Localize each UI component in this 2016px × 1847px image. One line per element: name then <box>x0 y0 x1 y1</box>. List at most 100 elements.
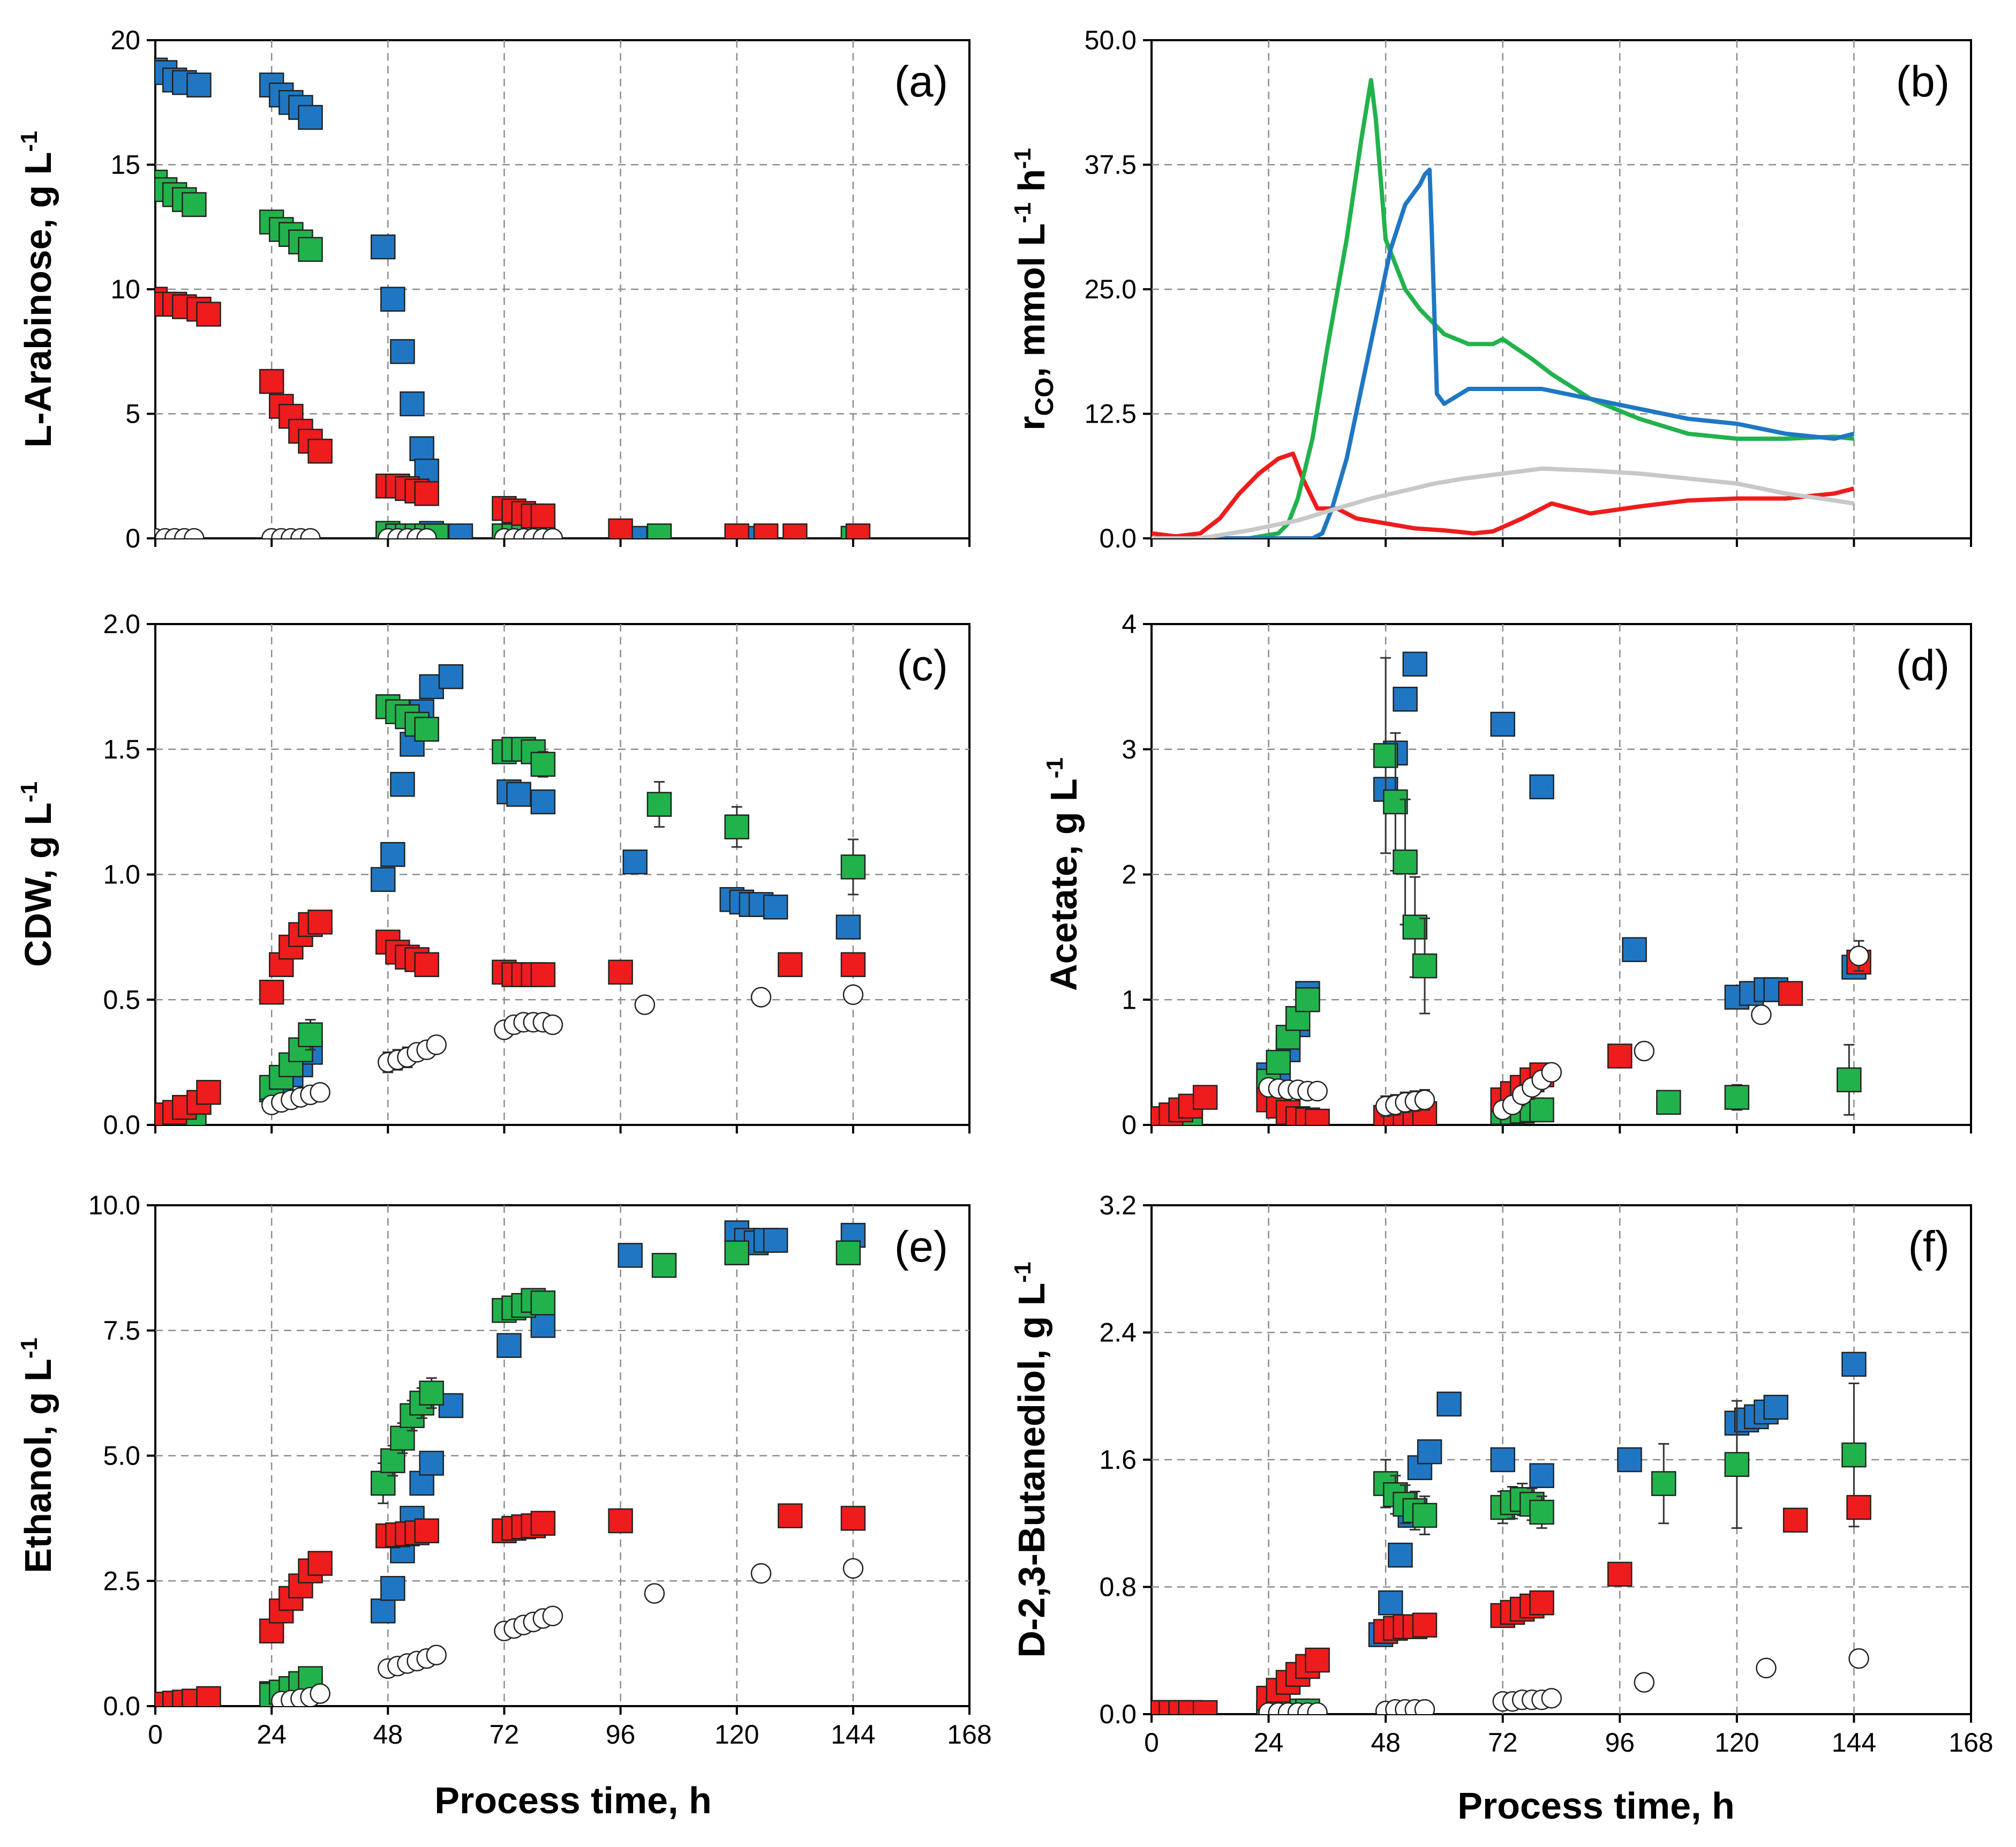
y-tick-label: 0.0 <box>103 1110 140 1140</box>
x-tick-label: 0 <box>148 1720 163 1750</box>
data-point-open <box>1307 1080 1328 1102</box>
y-tick-label: 3.2 <box>1099 1190 1137 1220</box>
data-point-green <box>836 1240 861 1266</box>
data-point-green <box>646 792 672 817</box>
data-point-green <box>530 1290 556 1316</box>
data-point-red <box>1192 1085 1218 1110</box>
data-point-blue <box>1393 687 1418 712</box>
y-tick-label: 0.0 <box>1099 1699 1137 1729</box>
data-point-blue <box>370 867 396 892</box>
data-point-red <box>1607 1043 1633 1069</box>
data-point-red <box>840 1506 866 1531</box>
data-point-green <box>1373 743 1398 768</box>
data-point-open <box>542 528 563 538</box>
data-point-green <box>1393 849 1418 875</box>
data-point-blue <box>1417 1439 1442 1465</box>
x-tick-label: 0 <box>1144 1728 1159 1758</box>
data-point-red <box>608 959 633 985</box>
data-point-open <box>750 1563 772 1584</box>
data-point-green <box>1529 1097 1554 1123</box>
y-tick-label: 0.0 <box>1099 523 1137 553</box>
data-point-open <box>1414 1090 1435 1110</box>
data-point-blue <box>380 287 405 312</box>
data-point-open <box>542 1014 563 1035</box>
data-point-open <box>1634 1672 1655 1693</box>
data-point-green <box>724 814 749 839</box>
data-point-blue <box>380 842 405 867</box>
data-point-red <box>845 523 871 538</box>
data-point-blue <box>622 849 648 875</box>
data-point-green <box>724 1240 749 1266</box>
data-point-blue <box>836 914 861 940</box>
data-point-green <box>414 717 439 742</box>
data-point-red <box>777 952 803 978</box>
data-point-blue <box>438 664 464 689</box>
data-point-open <box>426 1034 447 1055</box>
data-point-red <box>414 1518 439 1543</box>
data-point-red <box>196 1079 221 1105</box>
data-point-blue <box>390 771 415 797</box>
data-point-blue <box>1841 1352 1867 1377</box>
data-point-green <box>1295 987 1320 1012</box>
panel-label-c: (c) <box>897 641 948 690</box>
x-tick-label: 48 <box>373 1720 403 1750</box>
data-point-blue <box>1436 1391 1462 1417</box>
data-point-open <box>1848 945 1869 966</box>
x-tick-label: 168 <box>947 1720 991 1750</box>
data-point-open <box>1756 1657 1777 1679</box>
y-tick-label: 25.0 <box>1085 274 1137 304</box>
x-tick-label: 96 <box>606 1720 636 1750</box>
y-tick-label: 5.0 <box>103 1441 140 1471</box>
panel-f: 0.0 0.8 1.6 2.4 3.2 0 24 48 72 96 120 144 168 (f) D-2,… <box>1010 1190 1994 1758</box>
data-point-red <box>414 952 439 978</box>
x-tick-label: 48 <box>1371 1728 1401 1758</box>
x-tick-label: 72 <box>1488 1728 1518 1758</box>
data-point-red <box>753 523 779 538</box>
data-point-open <box>1634 1040 1655 1062</box>
panel-label-b: (b) <box>1896 57 1950 106</box>
x-tick-label: 24 <box>257 1720 287 1750</box>
panel-d: 0 1 2 3 4 (d) Acetate, g L-1 <box>1042 609 1972 1140</box>
data-point-red <box>1412 1612 1438 1638</box>
data-point-green <box>530 752 556 777</box>
data-point-green <box>1383 789 1408 815</box>
x-axis-title-left: Process time, h <box>434 1780 711 1821</box>
y-tick-label: 1.0 <box>103 860 140 890</box>
data-point-blue <box>618 1243 643 1268</box>
panel-a: 0 5 10 15 20 (a) L-Arabinose, g L-1 <box>16 25 971 553</box>
y-tick-label: 2.4 <box>1099 1318 1137 1348</box>
data-point-red <box>1607 1561 1633 1587</box>
data-point-blue <box>1402 651 1428 677</box>
data-point-red <box>259 369 284 394</box>
panel-label-d: (d) <box>1896 641 1950 690</box>
data-point-blue <box>448 523 473 538</box>
data-point-green <box>1724 1452 1750 1477</box>
panel-label-f: (f) <box>1908 1222 1950 1271</box>
data-point-blue <box>506 782 531 807</box>
data-point-open <box>310 1082 330 1103</box>
data-point-red <box>1846 1495 1871 1520</box>
y-tick-label: 2.5 <box>103 1566 140 1596</box>
data-point-red <box>777 1503 803 1528</box>
data-point-open <box>1751 1004 1772 1025</box>
x-tick-label: 144 <box>1832 1728 1876 1758</box>
data-point-green <box>1656 1090 1681 1115</box>
y-tick-label: 20 <box>110 25 140 55</box>
data-point-green <box>1402 914 1428 940</box>
y-tick-label: 2.0 <box>103 609 140 639</box>
data-point-blue <box>763 895 788 920</box>
y-axis-title-e: Ethanol, g L-1 <box>16 1338 59 1573</box>
y-tick-label: 37.5 <box>1085 150 1137 180</box>
data-point-green <box>840 854 866 880</box>
y-tick-label: 7.5 <box>103 1316 140 1346</box>
data-point-open <box>750 987 772 1008</box>
series-line-gray <box>1152 466 1855 538</box>
data-layer-b <box>1152 78 1855 538</box>
data-point-red <box>1782 1507 1808 1533</box>
data-point-blue <box>1622 937 1647 962</box>
data-point-blue <box>1617 1447 1642 1473</box>
data-point-green <box>1651 1471 1676 1496</box>
data-point-red <box>783 523 808 538</box>
y-tick-label: 5 <box>125 399 140 429</box>
data-point-open <box>842 1558 864 1579</box>
